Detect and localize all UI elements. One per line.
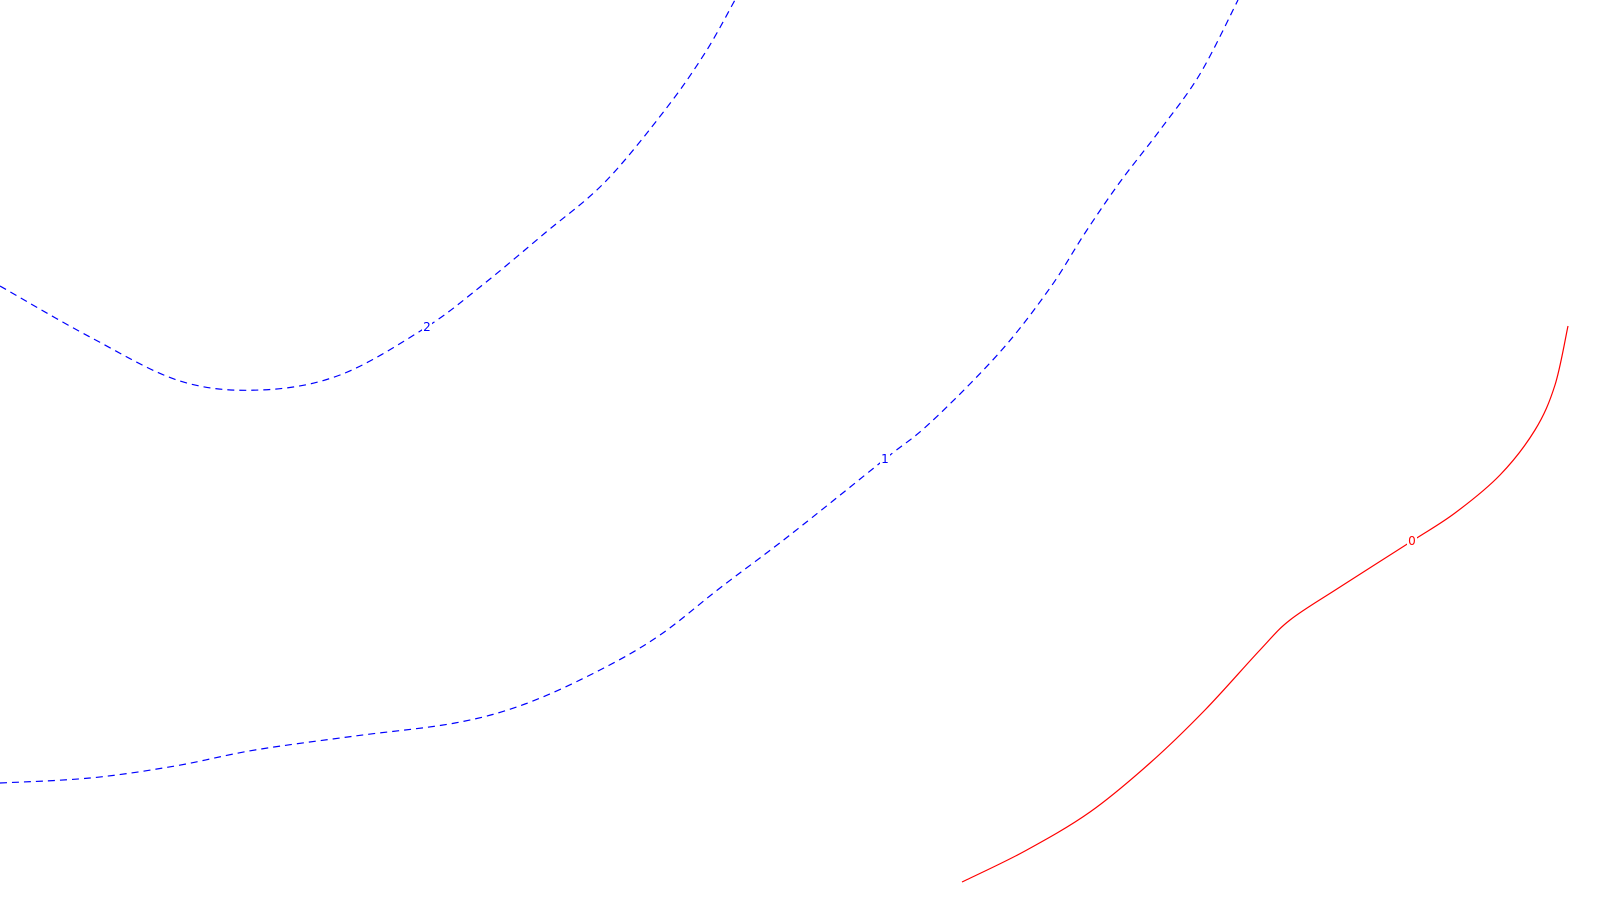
contour-label-background-2 xyxy=(422,320,432,333)
contour-labels-group: 2 1 0 xyxy=(422,320,1417,548)
contour-line-level-1 xyxy=(0,0,1239,784)
contour-label-1: 1 xyxy=(881,452,889,466)
contour-label-background-0 xyxy=(1407,534,1417,547)
contour-line-level-2 xyxy=(0,0,736,391)
contour-label-background-1 xyxy=(880,452,890,465)
contour-label-0: 0 xyxy=(1408,534,1416,548)
contour-label-2: 2 xyxy=(423,320,431,334)
contour-line-level-0 xyxy=(961,325,1569,883)
contour-lines-group xyxy=(0,0,1569,883)
